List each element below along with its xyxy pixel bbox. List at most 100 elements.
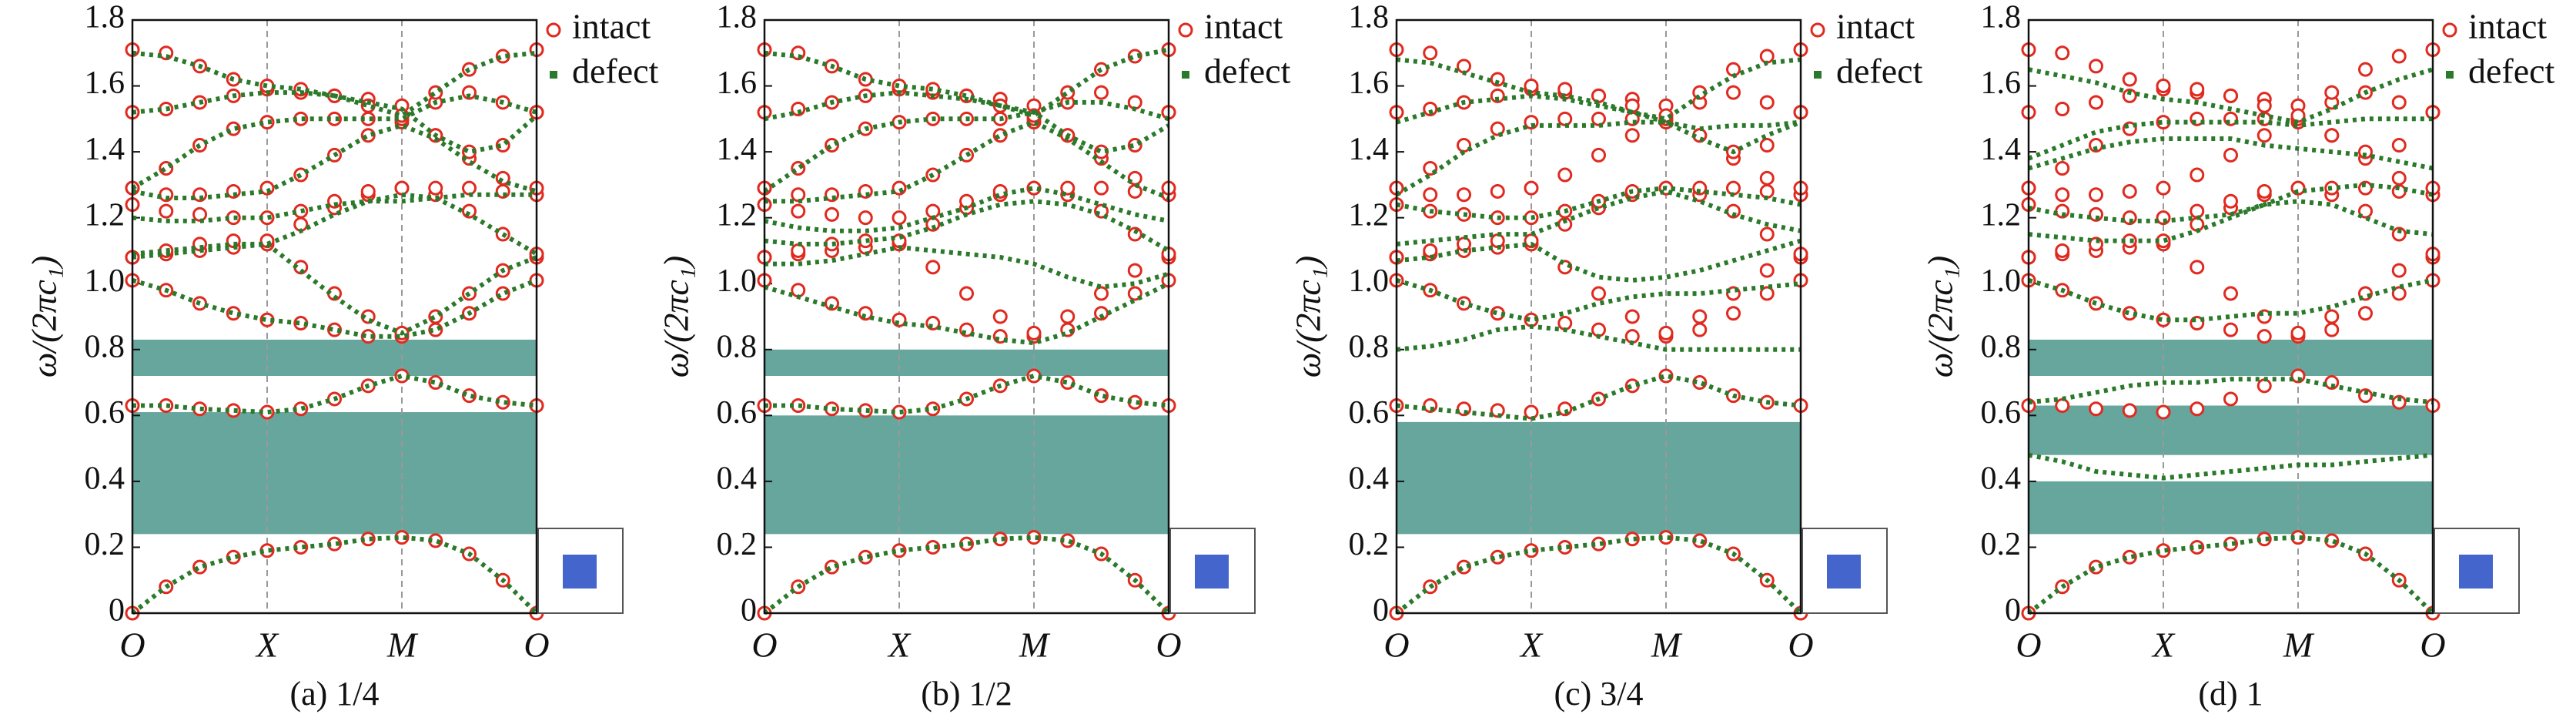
intact-point [2257, 98, 2272, 113]
intact-point [1591, 88, 1606, 103]
defect-band [764, 373, 1169, 415]
intact-point [1557, 111, 1573, 126]
intact-point [2122, 403, 2137, 418]
defect-band [2028, 136, 2434, 171]
intact-point [2055, 243, 2070, 258]
intact-point [2156, 180, 2171, 196]
intact-point [2324, 322, 2340, 337]
intact-point [1423, 45, 1438, 61]
intact-point [2257, 183, 2272, 199]
panel-caption: (d) 1 [2198, 675, 2263, 713]
intact-point [1759, 286, 1775, 301]
y-tick-label: 0.2 [1981, 527, 2022, 562]
intact-point [2391, 170, 2407, 186]
intact-point [2190, 167, 2205, 183]
intact-point [2190, 260, 2205, 275]
y-tick-label: 1.8 [717, 0, 758, 35]
defect-band [132, 50, 537, 119]
defect-band [132, 241, 538, 336]
defect-band [1396, 57, 1802, 122]
intact-point [1624, 309, 1640, 324]
intact-point [825, 401, 839, 417]
defect-band [2028, 452, 2434, 481]
intact-point [2089, 59, 2103, 74]
intact-point [2391, 95, 2407, 110]
legend-label: defect [2468, 52, 2555, 91]
defect-band [131, 535, 539, 615]
y-tick-label: 0 [741, 593, 757, 629]
band-gap [2029, 405, 2433, 455]
intact-point [2324, 309, 2340, 324]
y-tick-label: 1.6 [1981, 65, 2022, 101]
intact-point [2324, 85, 2340, 100]
x-tick-label: O [1156, 625, 1181, 665]
x-tick-label: O [751, 625, 777, 665]
intact-point [1591, 111, 1606, 126]
defect-band [2028, 199, 2434, 243]
defect-band [132, 192, 538, 257]
intact-point [192, 401, 207, 417]
plot-frame [2027, 18, 2434, 615]
intact-point [462, 203, 477, 219]
band-gap [1397, 421, 1801, 535]
legend-marker [1182, 71, 1189, 79]
intact-point [1457, 187, 1471, 203]
y-tick-label: 0.4 [717, 461, 758, 497]
y-tick-label: 0.6 [717, 395, 758, 431]
intact-point [1692, 322, 1708, 337]
y-tick-label: 1.4 [1981, 132, 2022, 167]
defect-band [2028, 377, 2434, 405]
panel: O X M O00.20.40.60.81.01.21.41.61.8 intactde… [657, 0, 1291, 713]
legend-marker [2446, 71, 2454, 79]
inset-cell [1195, 555, 1229, 589]
intact-point [2055, 45, 2070, 61]
legend-label: intact [1836, 7, 1915, 46]
y-tick-label: 0.8 [717, 329, 758, 364]
y-tick-label: 1.4 [1349, 132, 1390, 167]
intact-point [2223, 147, 2238, 163]
y-tick-label: 1.8 [85, 0, 125, 35]
y-tick-label: 0.6 [85, 395, 125, 431]
band-gap [764, 349, 1169, 376]
y-tick-label: 1.8 [1981, 0, 2022, 35]
intact-point [1423, 102, 1438, 116]
y-tick-label: 0 [1373, 593, 1389, 629]
intact-point [1490, 88, 1505, 103]
x-tick-label: M [1651, 625, 1683, 665]
y-tick-label: 1.2 [717, 197, 758, 233]
defect-band [132, 278, 538, 339]
intact-point [2391, 138, 2407, 153]
band-gap [2029, 481, 2433, 535]
intact-point [226, 210, 241, 226]
intact-point [2190, 401, 2205, 417]
defect-band [2028, 67, 2434, 125]
intact-point [825, 296, 839, 311]
plot-frame [763, 18, 1170, 615]
intact-point [2223, 322, 2238, 337]
intact-point [2156, 404, 2171, 420]
intact-point [959, 286, 974, 301]
intact-point [925, 260, 941, 275]
y-tick-label: 0.2 [1349, 527, 1390, 562]
intact-point [1759, 138, 1775, 153]
intact-point [462, 85, 477, 100]
intact-point [2156, 79, 2171, 94]
y-tick-label: 1.8 [1349, 0, 1390, 35]
intact-point [2391, 286, 2407, 301]
intact-point [2257, 128, 2272, 143]
intact-point [2290, 325, 2306, 340]
defect-band [132, 90, 538, 155]
intact-point [2122, 183, 2137, 199]
intact-point [1490, 183, 1505, 199]
intact-point [791, 187, 806, 203]
intact-point [825, 236, 839, 252]
intact-point [1591, 286, 1606, 301]
band-gap [2029, 339, 2433, 376]
intact-point [1692, 309, 1708, 324]
intact-point [159, 398, 174, 413]
y-tick-label: 1.4 [85, 132, 125, 167]
intact-point [2391, 49, 2407, 64]
y-tick-label: 0.4 [1981, 461, 2022, 497]
intact-point [2055, 398, 2070, 413]
